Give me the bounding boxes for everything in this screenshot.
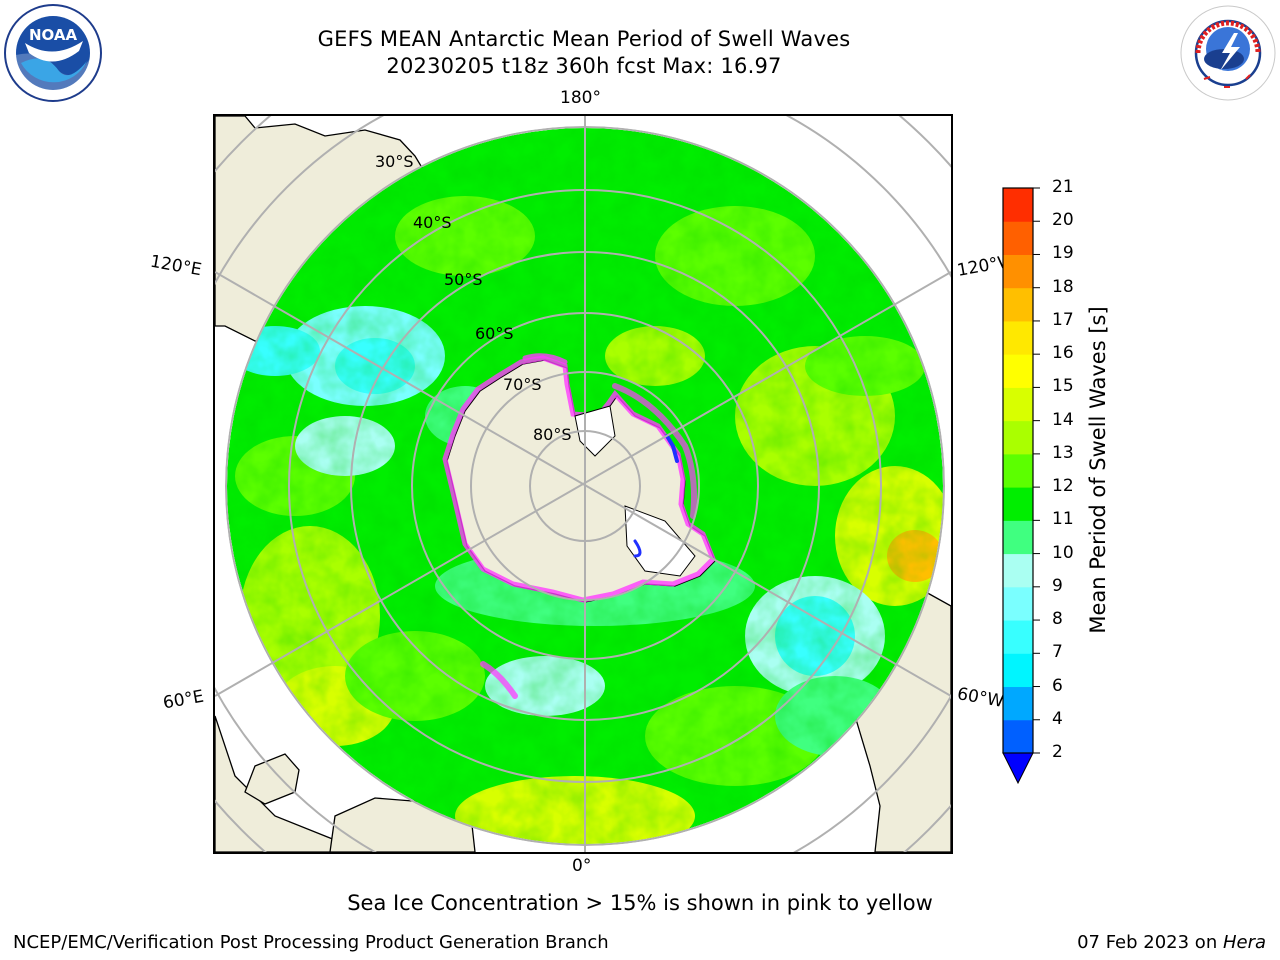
lon-label-60e: 60°E bbox=[161, 686, 206, 714]
colorbar-segment bbox=[1003, 221, 1033, 255]
colorbar-segment bbox=[1003, 653, 1033, 688]
colorbar-tick-label: 16 bbox=[1052, 343, 1074, 364]
nws-logo bbox=[1180, 5, 1276, 101]
colorbar-segment bbox=[1003, 320, 1033, 355]
colorbar-segment bbox=[1003, 520, 1033, 555]
colorbar-tick-label: 20 bbox=[1052, 210, 1074, 231]
colorbar-label: Mean Period of Swell Waves [s] bbox=[1086, 306, 1110, 634]
lon-label-180: 180° bbox=[560, 88, 601, 108]
lat-label-50s: 50°S bbox=[444, 270, 483, 289]
chart-subtitle: 20230205 t18z 360h fcst Max: 16.97 bbox=[386, 54, 782, 78]
run-system: Hera bbox=[1222, 932, 1266, 953]
polar-map bbox=[215, 116, 951, 852]
svg-text:NOAA: NOAA bbox=[29, 26, 78, 44]
colorbar-segment bbox=[1003, 686, 1033, 721]
colorbar-segment bbox=[1003, 487, 1033, 521]
sea-ice-note: Sea Ice Concentration > 15% is shown in … bbox=[347, 891, 933, 915]
colorbar-frame bbox=[1002, 187, 1034, 754]
colorbar-tick-label: 12 bbox=[1052, 476, 1074, 497]
colorbar-extend-arrow bbox=[1002, 752, 1034, 785]
colorbar-tick-label: 15 bbox=[1052, 376, 1074, 397]
colorbar-segment bbox=[1003, 287, 1033, 322]
lon-label-120e: 120°E bbox=[148, 251, 204, 281]
colorbar-tick-label: 4 bbox=[1052, 708, 1063, 729]
lon-label-60w: 60°W bbox=[955, 684, 1006, 712]
colorbar-segment bbox=[1003, 354, 1033, 388]
producer-credit: NCEP/EMC/Verification Post Processing Pr… bbox=[13, 932, 609, 953]
colorbar-segment bbox=[1003, 719, 1033, 754]
colorbar-segment bbox=[1003, 453, 1033, 488]
colorbar-tick-label: 21 bbox=[1052, 177, 1074, 197]
colorbar-tick-label: 10 bbox=[1052, 542, 1074, 563]
lat-label-30s: 30°S bbox=[375, 152, 414, 171]
colorbar-tick-label: 2 bbox=[1052, 742, 1063, 762]
colorbar-tick-label: 17 bbox=[1052, 309, 1074, 330]
colorbar-segment bbox=[1003, 620, 1033, 654]
lat-label-40s: 40°S bbox=[413, 213, 452, 232]
colorbar-segment bbox=[1003, 188, 1033, 222]
noaa-logo: NOAA bbox=[4, 4, 102, 102]
lat-label-70s: 70°S bbox=[503, 375, 542, 394]
map-panel bbox=[213, 114, 953, 854]
chart-title: GEFS MEAN Antarctic Mean Period of Swell… bbox=[317, 27, 851, 51]
meridians bbox=[215, 116, 951, 852]
lon-label-0: 0° bbox=[572, 856, 592, 876]
colorbar-segment bbox=[1003, 586, 1033, 621]
colorbar-segment bbox=[1003, 254, 1033, 289]
colorbar-tick-label: 8 bbox=[1052, 609, 1063, 630]
colorbar-tick-label: 13 bbox=[1052, 442, 1074, 463]
lat-label-80s: 80°S bbox=[533, 425, 572, 444]
colorbar bbox=[1002, 187, 1040, 785]
colorbar-tick-label: 9 bbox=[1052, 575, 1063, 596]
colorbar-tick-label: 19 bbox=[1052, 243, 1074, 264]
lat-label-60s: 60°S bbox=[475, 324, 514, 343]
run-date-text: 07 Feb 2023 on bbox=[1077, 932, 1223, 953]
colorbar-tick-label: 11 bbox=[1052, 509, 1074, 530]
run-date: 07 Feb 2023 on Hera bbox=[1077, 932, 1266, 953]
colorbar-tick-label: 18 bbox=[1052, 276, 1074, 297]
colorbar-tick-label: 6 bbox=[1052, 675, 1063, 696]
colorbar-tick-label: 14 bbox=[1052, 409, 1074, 430]
sea-ice-edge bbox=[480, 353, 697, 699]
colorbar-segment bbox=[1003, 387, 1033, 422]
colorbar-segment bbox=[1003, 553, 1033, 588]
colorbar-segment bbox=[1003, 420, 1033, 455]
colorbar-tick-label: 7 bbox=[1052, 642, 1063, 663]
